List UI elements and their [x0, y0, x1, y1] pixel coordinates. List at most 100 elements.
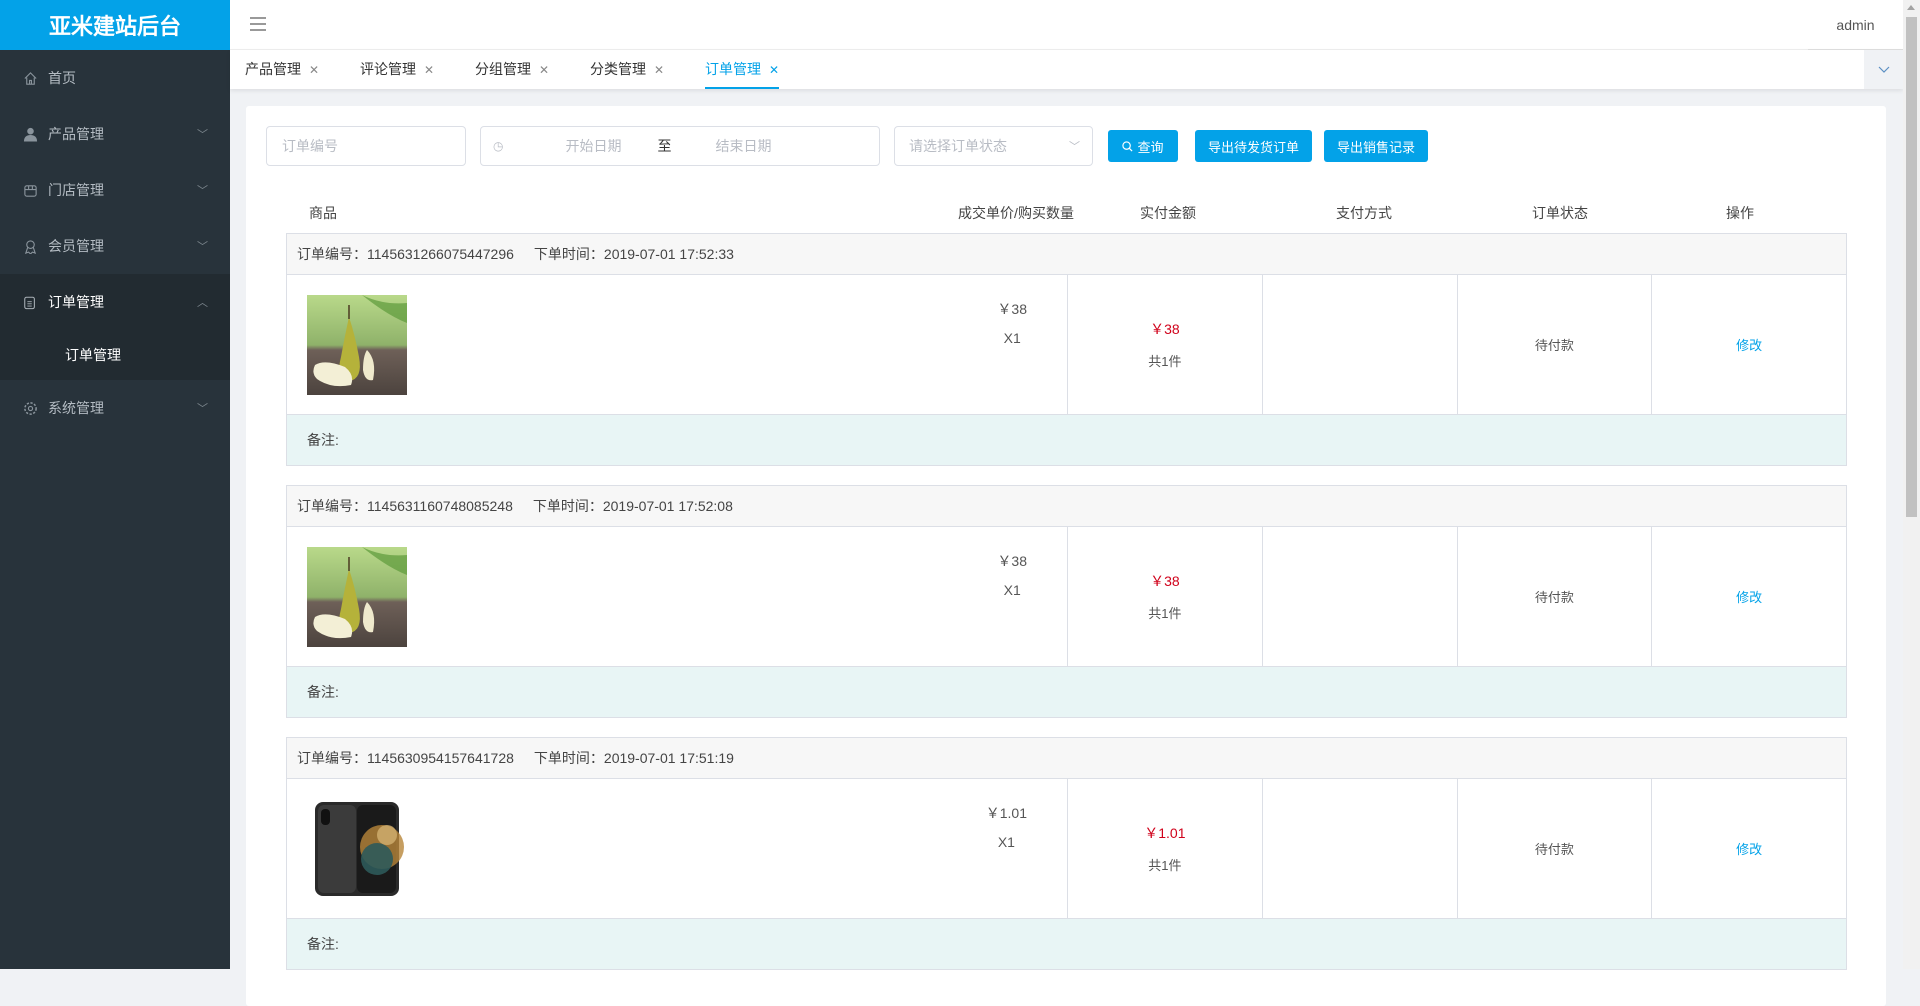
orders-panel: 订单编号 ◷ 开始日期 至 结束日期 请选择订单状态 ﹀ 查询 导出待发货订单 导… [246, 106, 1886, 1006]
sidebar-item-stores[interactable]: 门店管理 ﹀ [0, 162, 230, 218]
end-date-input[interactable]: 结束日期 [715, 138, 772, 154]
chevron-down-icon: ﹀ [197, 403, 208, 415]
order-remark: 备注: [287, 667, 1846, 717]
sidebar: 亚米建站后台 首页 产品管理 ﹀ 门店管理 ﹀ 会员管理 ﹀ 订单管理 ︿ 订单管理 系… [0, 0, 230, 969]
sidebar-item-label: 产品管理 [48, 126, 104, 142]
export-sales-button[interactable]: 导出销售记录 [1324, 130, 1428, 162]
tab-groups[interactable]: 分组管理 ✕ [475, 50, 549, 89]
search-icon [1122, 140, 1133, 152]
user-icon [22, 126, 38, 142]
export-pending-orders-button[interactable]: 导出待发货订单 [1195, 130, 1312, 162]
product-cell: ￥1.01 X1 [287, 779, 1067, 918]
sidebar-item-home[interactable]: 首页 [0, 50, 230, 106]
tab-label: 产品管理 [245, 61, 301, 77]
top-header: admin [230, 0, 1903, 50]
product-image [307, 547, 407, 647]
sidebar-item-system[interactable]: 系统管理 ﹀ [0, 380, 230, 436]
product-cell: ￥38 X1 [287, 275, 1067, 414]
order-status: 待付款 [1534, 338, 1574, 353]
close-icon[interactable]: ✕ [424, 63, 435, 77]
badge-icon [22, 238, 38, 254]
status-cell: 待付款 [1456, 779, 1652, 918]
chevron-down-icon: ﹀ [1069, 141, 1080, 153]
tab-comments[interactable]: 评论管理 ✕ [360, 50, 434, 89]
tab-categories[interactable]: 分类管理 ✕ [590, 50, 664, 89]
product-image [307, 295, 407, 395]
order-row: ￥1.01 X1 ￥1.01 共1件 待付款 修改 [287, 779, 1846, 919]
close-icon[interactable]: ✕ [309, 63, 320, 77]
paid-cell: ￥1.01 共1件 [1067, 779, 1262, 918]
order-number: 订单编号：1145631266075447296 [297, 246, 514, 262]
quantity: X1 [997, 834, 1015, 850]
unit-price: ￥38 [997, 553, 1027, 569]
date-range-picker[interactable]: ◷ 开始日期 至 结束日期 [480, 126, 880, 166]
item-count: 共1件 [1148, 858, 1182, 873]
unit-price: ￥1.01 [985, 805, 1027, 821]
column-header-status: 订单状态 [1532, 205, 1588, 221]
status-cell: 待付款 [1456, 527, 1652, 666]
order-status: 待付款 [1534, 842, 1574, 857]
document-icon [22, 294, 38, 310]
sidebar-item-products[interactable]: 产品管理 ﹀ [0, 106, 230, 162]
action-cell: 修改 [1651, 779, 1846, 918]
paid-cell: ￥38 共1件 [1067, 527, 1262, 666]
edit-order-link[interactable]: 修改 [1736, 338, 1763, 353]
paid-amount: ￥38 [1150, 573, 1180, 589]
edit-order-link[interactable]: 修改 [1736, 842, 1763, 857]
order-row: ￥38 X1 ￥38 共1件 待付款 修改 [287, 527, 1846, 667]
edit-order-link[interactable]: 修改 [1736, 590, 1763, 605]
chevron-up-icon: ︿ [197, 297, 208, 309]
quantity: X1 [1003, 582, 1021, 598]
sidebar-item-label: 系统管理 [48, 400, 104, 416]
tabs-dropdown-button[interactable] [1864, 50, 1903, 89]
order-number-input[interactable]: 订单编号 [266, 126, 466, 166]
start-date-input[interactable]: 开始日期 [565, 138, 622, 154]
close-icon[interactable]: ✕ [539, 63, 550, 77]
column-header-actions: 操作 [1726, 205, 1754, 221]
placeholder: 请选择订单状态 [909, 138, 1007, 154]
close-icon[interactable]: ✕ [769, 63, 780, 77]
clock-icon: ◷ [493, 139, 504, 153]
action-cell: 修改 [1651, 275, 1846, 414]
tab-label: 评论管理 [360, 61, 416, 77]
column-header-price-qty: 成交单价/购买数量 [958, 205, 1074, 221]
search-button[interactable]: 查询 [1108, 130, 1178, 162]
order-time: 下单时间：2019-07-01 17:52:08 [532, 498, 733, 514]
sidebar-subitem-orders[interactable]: 订单管理 [0, 330, 230, 380]
sidebar-item-label: 首页 [48, 70, 76, 86]
scrollbar-thumb[interactable] [1906, 17, 1917, 517]
payment-method-cell [1261, 779, 1457, 918]
order-remark: 备注: [287, 919, 1846, 969]
order-status: 待付款 [1534, 590, 1574, 605]
chevron-down-icon: ﹀ [197, 185, 208, 197]
tab-products[interactable]: 产品管理 ✕ [245, 50, 319, 89]
payment-method-cell [1261, 275, 1457, 414]
order-block: 订单编号：1145631160748085248 下单时间：2019-07-01 … [286, 485, 1847, 718]
column-header-payment: 支付方式 [1336, 205, 1392, 221]
chevron-down-icon: ﹀ [197, 129, 208, 141]
quantity: X1 [1003, 330, 1021, 346]
order-block: 订单编号：1145630954157641728 下单时间：2019-07-01 … [286, 737, 1847, 970]
menu-toggle-icon[interactable] [250, 17, 266, 35]
close-icon[interactable]: ✕ [654, 63, 665, 77]
placeholder: 订单编号 [282, 138, 338, 154]
sidebar-item-orders[interactable]: 订单管理 ︿ [0, 274, 230, 330]
button-label: 查询 [1137, 139, 1164, 155]
product-cell: ￥38 X1 [287, 527, 1067, 666]
order-row: ￥38 X1 ￥38 共1件 待付款 修改 [287, 275, 1846, 415]
payment-method-cell [1261, 527, 1457, 666]
vertical-scrollbar[interactable] [1903, 0, 1920, 969]
order-status-select[interactable]: 请选择订单状态 ﹀ [894, 126, 1093, 166]
tab-orders[interactable]: 订单管理 ✕ [705, 50, 780, 89]
item-count: 共1件 [1148, 354, 1182, 369]
sidebar-item-label: 会员管理 [48, 238, 104, 254]
order-number: 订单编号：1145630954157641728 [297, 750, 514, 766]
scroll-up-arrow-icon[interactable] [1907, 5, 1915, 10]
user-menu[interactable]: admin [1808, 0, 1903, 50]
sidebar-item-members[interactable]: 会员管理 ﹀ [0, 218, 230, 274]
gear-icon [22, 400, 38, 416]
paid-amount: ￥1.01 [1144, 825, 1186, 841]
app-logo: 亚米建站后台 [0, 0, 230, 50]
order-header: 订单编号：1145631160748085248 下单时间：2019-07-01 … [287, 486, 1846, 527]
store-icon [22, 182, 38, 198]
